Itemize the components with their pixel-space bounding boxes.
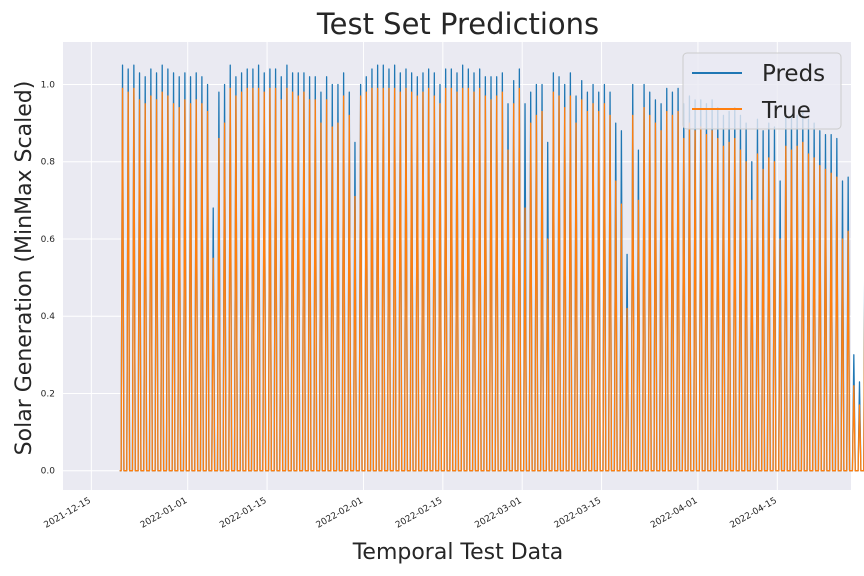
- y-tick-label: 0.0: [41, 467, 56, 477]
- series-layer: [119, 64, 864, 472]
- y-tick-label: 0.4: [41, 312, 56, 322]
- grid-layer: [63, 42, 851, 490]
- legend-preds-label: Preds: [762, 61, 825, 87]
- x-axis-label: Temporal Test Data: [352, 540, 564, 565]
- series-line-true: [119, 87, 864, 472]
- y-axis-label: Solar Generation (MinMax Scaled): [12, 81, 37, 456]
- legend-true-label: True: [761, 98, 811, 124]
- y-tick-label: 1.0: [41, 80, 56, 90]
- y-tick-label: 0.6: [41, 235, 56, 245]
- y-tick-label: 0.8: [41, 158, 56, 168]
- chart-title: Test Set Predictions: [316, 7, 599, 41]
- y-tick-label: 0.2: [41, 389, 55, 399]
- legend: Preds True: [682, 52, 842, 130]
